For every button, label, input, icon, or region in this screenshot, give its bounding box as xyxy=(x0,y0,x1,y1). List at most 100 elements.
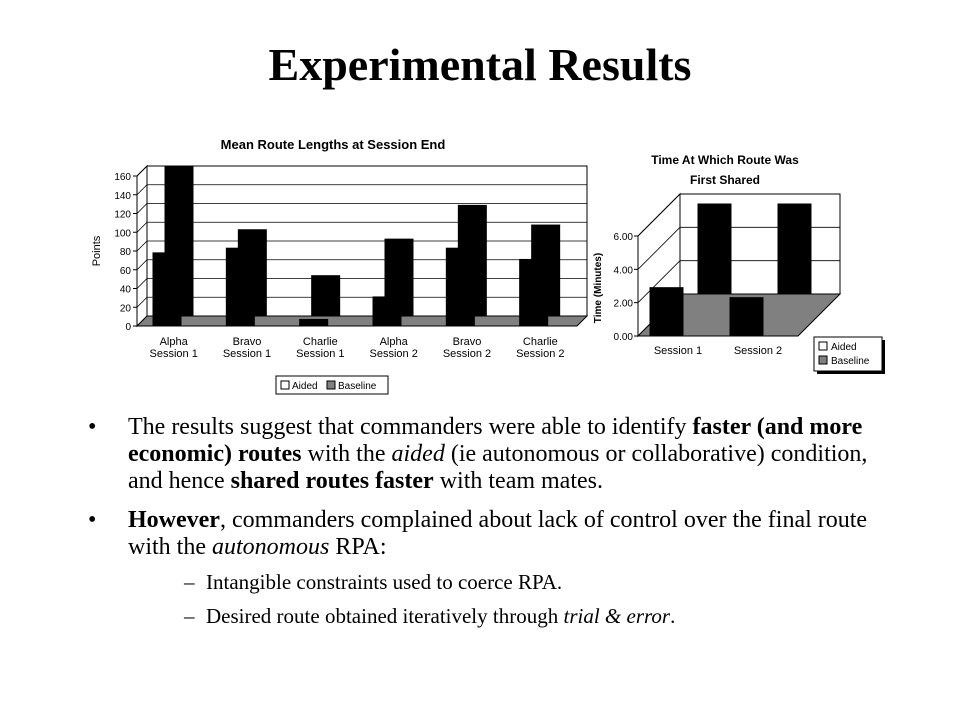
y-axis-label: Time (Minutes) xyxy=(593,253,604,323)
legend-label: Aided xyxy=(831,342,857,353)
gridline xyxy=(637,193,840,237)
gridline xyxy=(136,259,587,271)
undefined xyxy=(299,318,329,327)
legend-label: Baseline xyxy=(831,356,870,367)
undefined-front xyxy=(372,296,402,327)
y-tick-label: 0.00 xyxy=(614,332,634,343)
y-tick-label: 6.00 xyxy=(614,232,634,243)
sub-bullet-dash: – xyxy=(184,570,195,594)
bullet-item: • The results suggest that commanders we… xyxy=(88,414,908,495)
text-run: RPA: xyxy=(329,534,387,560)
text-run: . xyxy=(670,604,676,628)
sub-bullet-text: Desired route obtained iteratively throu… xyxy=(206,604,675,628)
undefined-front xyxy=(697,203,732,295)
y-tick-label: 2.00 xyxy=(614,299,634,310)
text-run: with team mates. xyxy=(433,468,603,494)
undefined-front xyxy=(649,287,684,337)
y-tick-label: 80 xyxy=(120,247,132,258)
gridline xyxy=(136,296,587,308)
undefined-front xyxy=(152,252,182,327)
y-axis-label: Points xyxy=(91,235,103,266)
undefined xyxy=(729,297,764,337)
y-tick-label: 160 xyxy=(114,172,131,183)
gridline xyxy=(136,203,587,214)
sub-bullet-text: Intangible constraints used to coerce RP… xyxy=(206,570,562,594)
bullet-list: • The results suggest that commanders we… xyxy=(88,414,908,641)
x-tick-label: Session 1 xyxy=(654,345,702,357)
text-run: with the xyxy=(301,441,392,467)
bullet-text: The results suggest that commanders were… xyxy=(128,414,867,494)
text-run: faster (and more economic) routes xyxy=(128,414,863,467)
undefined xyxy=(649,287,684,337)
x-tick-label: Session 2 xyxy=(370,348,418,360)
undefined xyxy=(697,203,732,295)
route-length-chart: Mean Route Lengths at Session End 0 20 40 60… xyxy=(80,130,600,400)
text-run: (ie autonomous or collaborative) conditi… xyxy=(128,441,868,494)
x-tick-label: Session 2 xyxy=(516,348,564,360)
legend: Aided Baseline xyxy=(275,375,389,395)
y-tick-label: 120 xyxy=(114,210,131,221)
legend-swatch xyxy=(280,380,290,390)
gridline xyxy=(136,184,587,196)
undefined-front xyxy=(445,247,475,327)
text-run: aided xyxy=(391,441,445,467)
undefined-front xyxy=(299,318,329,327)
share-time-chart-svg: Time At Which Route Was First Shared 0.00 2… xyxy=(593,153,885,374)
text-run: The results suggest that commanders were… xyxy=(128,414,693,440)
y-tick-label: 100 xyxy=(114,228,131,239)
legend-label: Aided xyxy=(292,381,318,392)
x-tick-label: Session 1 xyxy=(223,348,271,360)
gridline xyxy=(136,165,587,177)
undefined-front xyxy=(777,203,812,295)
legend-swatch xyxy=(326,380,336,390)
share-time-chart: Time At Which Route Was First Shared 0.00 2… xyxy=(590,148,890,378)
x-tick-label: Session 1 xyxy=(150,348,198,360)
gridline xyxy=(136,278,587,289)
x-tick-label: Bravo xyxy=(453,336,482,348)
text-run: trial & error xyxy=(563,604,671,628)
x-tick-label: Bravo xyxy=(233,336,262,348)
x-tick-label: Session 2 xyxy=(443,348,491,360)
bullet-dot: • xyxy=(88,507,97,533)
legend: Aided Baseline xyxy=(813,336,885,374)
x-tick-label: Charlie xyxy=(523,336,558,348)
slide-title: Experimental Results xyxy=(268,39,692,90)
y-tick-label: 140 xyxy=(114,191,131,202)
undefined-front xyxy=(519,258,549,327)
undefined-front xyxy=(311,275,341,317)
bullet-text: However, commanders complained about lac… xyxy=(128,507,867,560)
sub-bullet-item: – Intangible constraints used to coerce … xyxy=(128,569,908,595)
text-run: , commanders complained about lack of co… xyxy=(128,507,868,560)
y-tick-label: 0 xyxy=(125,322,131,333)
gridline xyxy=(136,240,587,252)
x-tick-label: Session 1 xyxy=(296,348,344,360)
text-run: autonomous xyxy=(212,534,330,560)
undefined-front xyxy=(729,297,764,337)
undefined xyxy=(777,203,812,295)
sub-bullet-dash: – xyxy=(184,604,195,628)
x-tick-label: Alpha xyxy=(160,336,189,348)
text-run: Desired route obtained iteratively throu… xyxy=(206,604,564,628)
undefined xyxy=(152,252,182,327)
text-run: shared routes faster xyxy=(230,468,434,494)
undefined xyxy=(445,247,475,327)
undefined xyxy=(519,258,549,327)
chart-title-line: First Shared xyxy=(690,173,760,187)
y-tick-label: 60 xyxy=(120,266,132,277)
y-tick-label: 4.00 xyxy=(614,265,634,276)
y-tick-label: 40 xyxy=(120,285,132,296)
gridline xyxy=(136,221,587,233)
bullet-item: • However, commanders complained about l… xyxy=(88,507,908,629)
undefined-front xyxy=(225,247,255,327)
undefined xyxy=(311,275,341,317)
x-tick-label: Charlie xyxy=(303,336,338,348)
legend-swatch xyxy=(818,341,828,351)
legend-swatch xyxy=(818,355,828,365)
chart-title: Mean Route Lengths at Session End xyxy=(221,137,446,152)
legend-label: Baseline xyxy=(338,381,377,392)
undefined xyxy=(225,247,255,327)
y-tick-label: 20 xyxy=(120,303,132,314)
x-tick-label: Alpha xyxy=(380,336,409,348)
undefined xyxy=(372,296,402,327)
x-tick-label: Session 2 xyxy=(734,345,782,357)
